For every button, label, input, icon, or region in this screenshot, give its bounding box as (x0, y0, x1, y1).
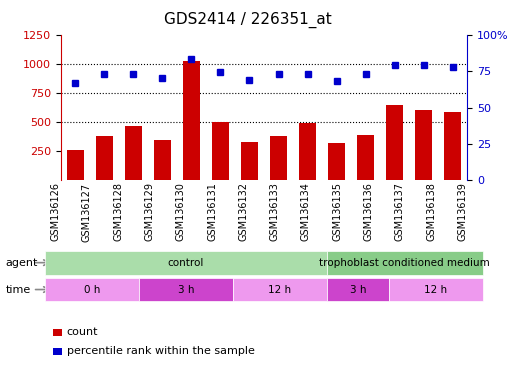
Text: time: time (5, 285, 31, 295)
Text: percentile rank within the sample: percentile rank within the sample (67, 346, 254, 356)
Bar (125, 126, 142, 180)
Text: GSM136135: GSM136135 (332, 182, 342, 242)
Text: GSM136137: GSM136137 (395, 182, 405, 242)
Text: 0 h: 0 h (84, 285, 100, 295)
Text: GSM136136: GSM136136 (363, 182, 373, 241)
Bar (183, 61, 200, 180)
Bar (415, 111, 432, 180)
Bar (270, 136, 287, 180)
Text: GSM136139: GSM136139 (457, 182, 467, 241)
Text: GSM136133: GSM136133 (270, 182, 280, 241)
Bar (328, 143, 345, 180)
Text: GSM136127: GSM136127 (82, 182, 92, 242)
Bar (212, 122, 229, 180)
Bar (96, 136, 113, 180)
Text: 3 h: 3 h (177, 285, 194, 295)
Text: trophoblast conditioned medium: trophoblast conditioned medium (319, 258, 490, 268)
Bar (241, 142, 258, 180)
Text: GSM136134: GSM136134 (301, 182, 311, 241)
Text: GSM136126: GSM136126 (51, 182, 61, 242)
Bar (154, 140, 171, 180)
Text: GSM136132: GSM136132 (238, 182, 248, 242)
Text: GDS2414 / 226351_at: GDS2414 / 226351_at (164, 12, 332, 28)
Bar (67, 150, 84, 180)
Text: GSM136128: GSM136128 (114, 182, 123, 242)
Bar (386, 104, 403, 180)
Text: 12 h: 12 h (425, 285, 448, 295)
Text: GSM136138: GSM136138 (426, 182, 436, 241)
Text: 3 h: 3 h (350, 285, 366, 295)
Bar (444, 112, 461, 180)
Text: agent: agent (5, 258, 37, 268)
Bar (357, 135, 374, 180)
Text: control: control (167, 258, 204, 268)
Text: GSM136130: GSM136130 (176, 182, 186, 241)
Text: count: count (67, 327, 98, 337)
Text: 12 h: 12 h (268, 285, 291, 295)
Text: GSM136129: GSM136129 (145, 182, 155, 242)
Bar (299, 123, 316, 180)
Text: GSM136131: GSM136131 (207, 182, 217, 241)
